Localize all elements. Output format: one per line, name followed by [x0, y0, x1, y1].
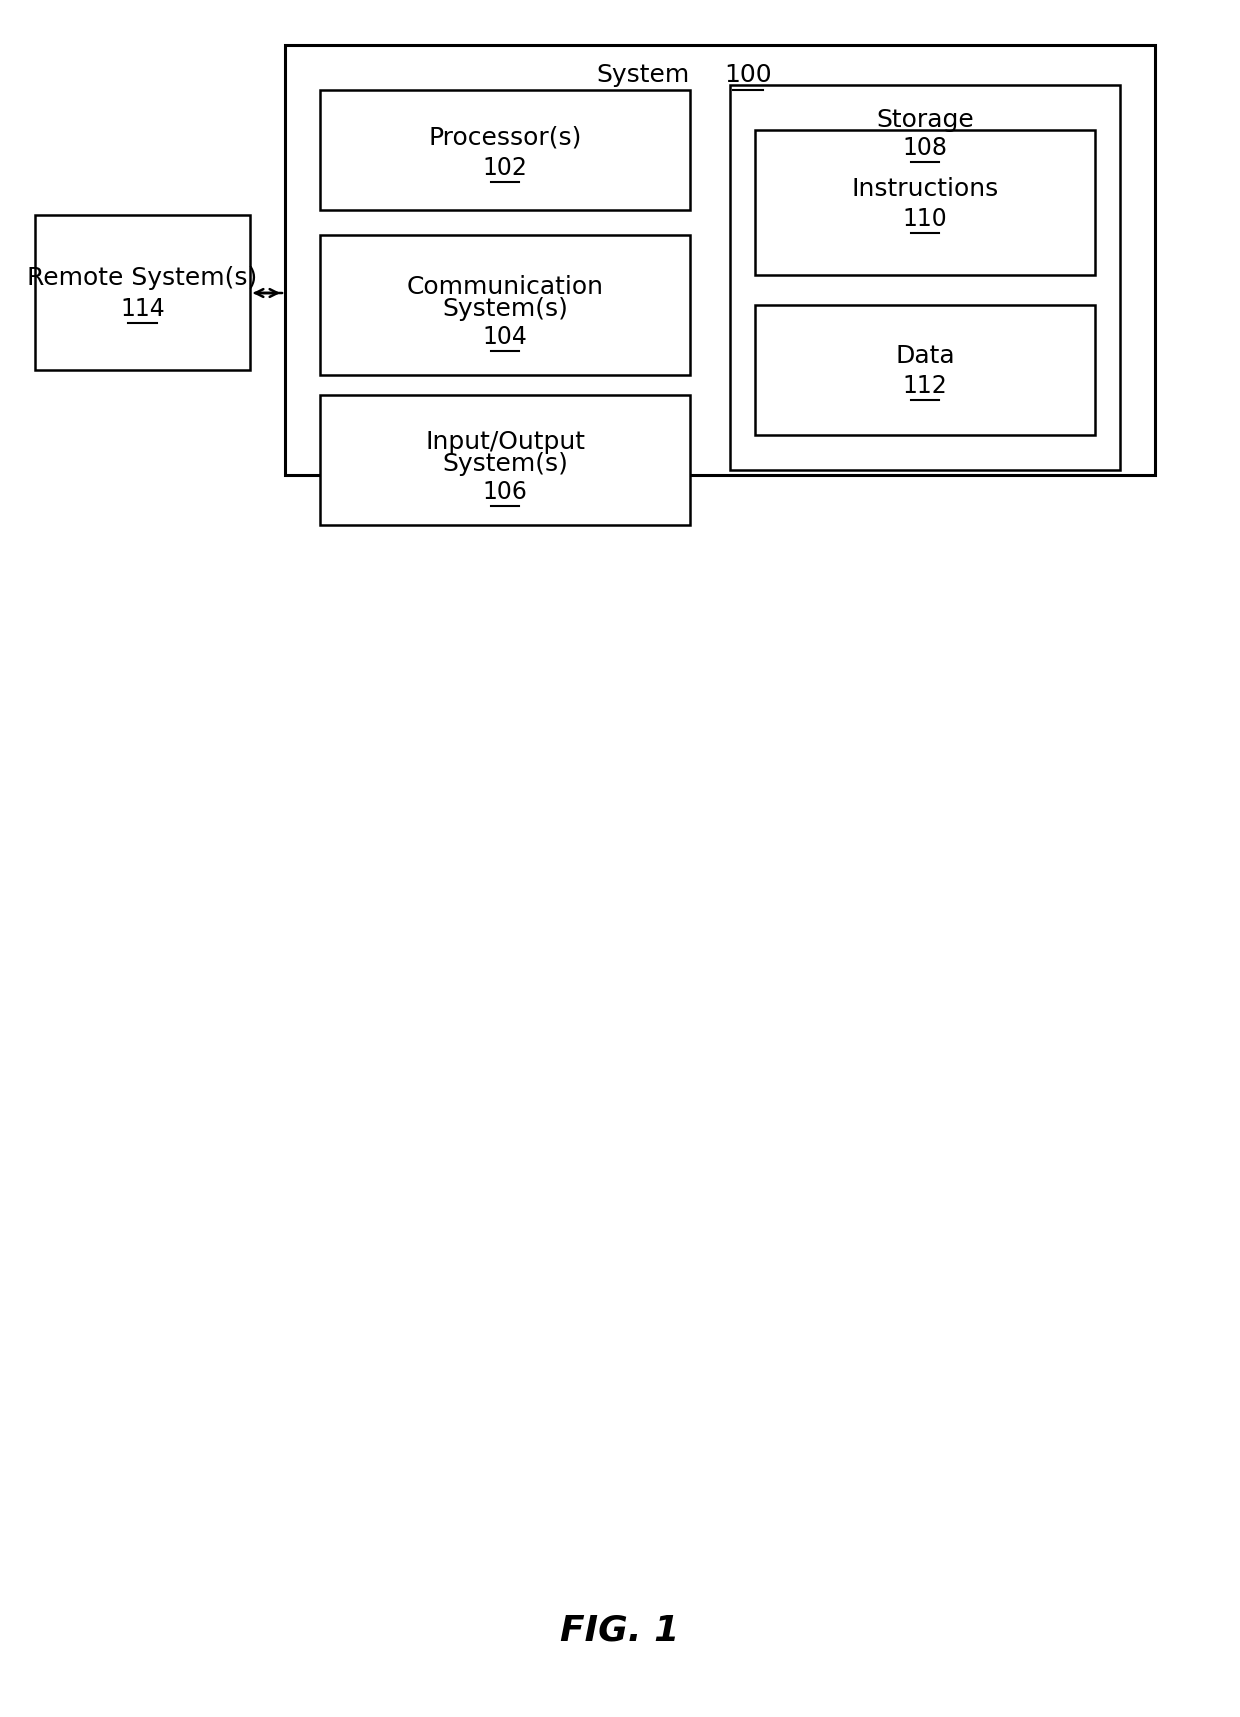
Text: Instructions: Instructions	[852, 177, 998, 201]
Bar	[35, 215, 250, 369]
Text: 104: 104	[482, 325, 527, 349]
Text: 114: 114	[120, 297, 165, 321]
Text: 102: 102	[482, 156, 527, 180]
Bar	[320, 235, 689, 374]
Bar	[730, 86, 1120, 470]
Text: Input/Output: Input/Output	[425, 429, 585, 453]
Text: FIG. 1: FIG. 1	[560, 1612, 680, 1647]
Bar	[320, 395, 689, 525]
Text: System(s): System(s)	[443, 452, 568, 476]
Text: 100: 100	[724, 64, 771, 88]
Text: 110: 110	[903, 206, 947, 230]
Bar	[320, 89, 689, 209]
Bar	[755, 306, 1095, 434]
Text: System: System	[596, 64, 689, 88]
Bar	[285, 45, 1154, 476]
Text: Communication: Communication	[407, 275, 604, 299]
Bar	[755, 130, 1095, 275]
Text: 106: 106	[482, 481, 527, 505]
Text: Processor(s): Processor(s)	[428, 125, 582, 149]
Text: System(s): System(s)	[443, 297, 568, 321]
Text: Data: Data	[895, 343, 955, 367]
Text: Storage: Storage	[877, 108, 973, 132]
Text: 108: 108	[903, 136, 947, 160]
Text: Remote System(s): Remote System(s)	[27, 266, 258, 290]
Text: 112: 112	[903, 374, 947, 398]
